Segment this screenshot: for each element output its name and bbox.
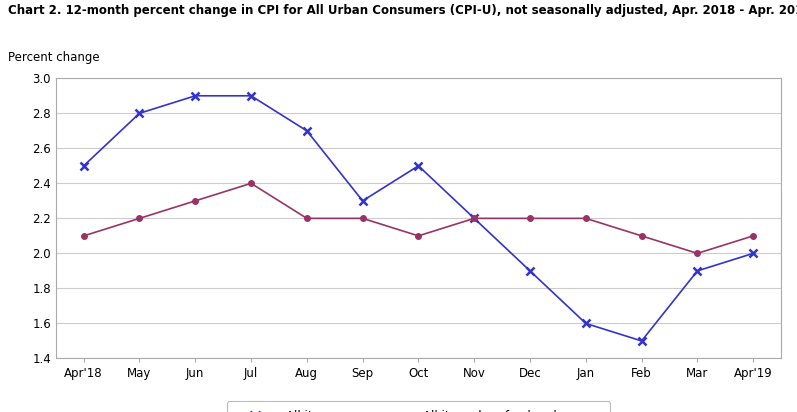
- All items less food and energy: [637, 233, 646, 238]
- All items: [302, 128, 312, 133]
- Text: Percent change: Percent change: [8, 51, 100, 64]
- All items: [246, 93, 256, 98]
- All items less food and energy: [748, 233, 758, 238]
- Legend: All items, All items less food and energy: All items, All items less food and energ…: [226, 401, 611, 412]
- Text: Chart 2. 12-month percent change in CPI for All Urban Consumers (CPI-U), not sea: Chart 2. 12-month percent change in CPI …: [8, 4, 797, 17]
- All items less food and energy: [581, 216, 591, 221]
- All items: [190, 93, 200, 98]
- All items less food and energy: [190, 199, 200, 204]
- All items less food and energy: [135, 216, 144, 221]
- All items less food and energy: [302, 216, 312, 221]
- All items less food and energy: [414, 233, 423, 238]
- All items less food and energy: [79, 233, 88, 238]
- All items: [637, 338, 646, 343]
- All items: [414, 163, 423, 168]
- All items: [693, 269, 702, 274]
- All items less food and energy: [693, 251, 702, 256]
- All items less food and energy: [525, 216, 535, 221]
- All items: [748, 251, 758, 256]
- Line: All items: All items: [80, 91, 757, 345]
- Line: All items less food and energy: All items less food and energy: [81, 180, 756, 256]
- All items: [79, 163, 88, 168]
- All items less food and energy: [246, 181, 256, 186]
- All items: [469, 216, 479, 221]
- All items: [581, 321, 591, 326]
- All items less food and energy: [469, 216, 479, 221]
- All items: [135, 111, 144, 116]
- All items: [525, 269, 535, 274]
- All items: [358, 199, 367, 204]
- All items less food and energy: [358, 216, 367, 221]
